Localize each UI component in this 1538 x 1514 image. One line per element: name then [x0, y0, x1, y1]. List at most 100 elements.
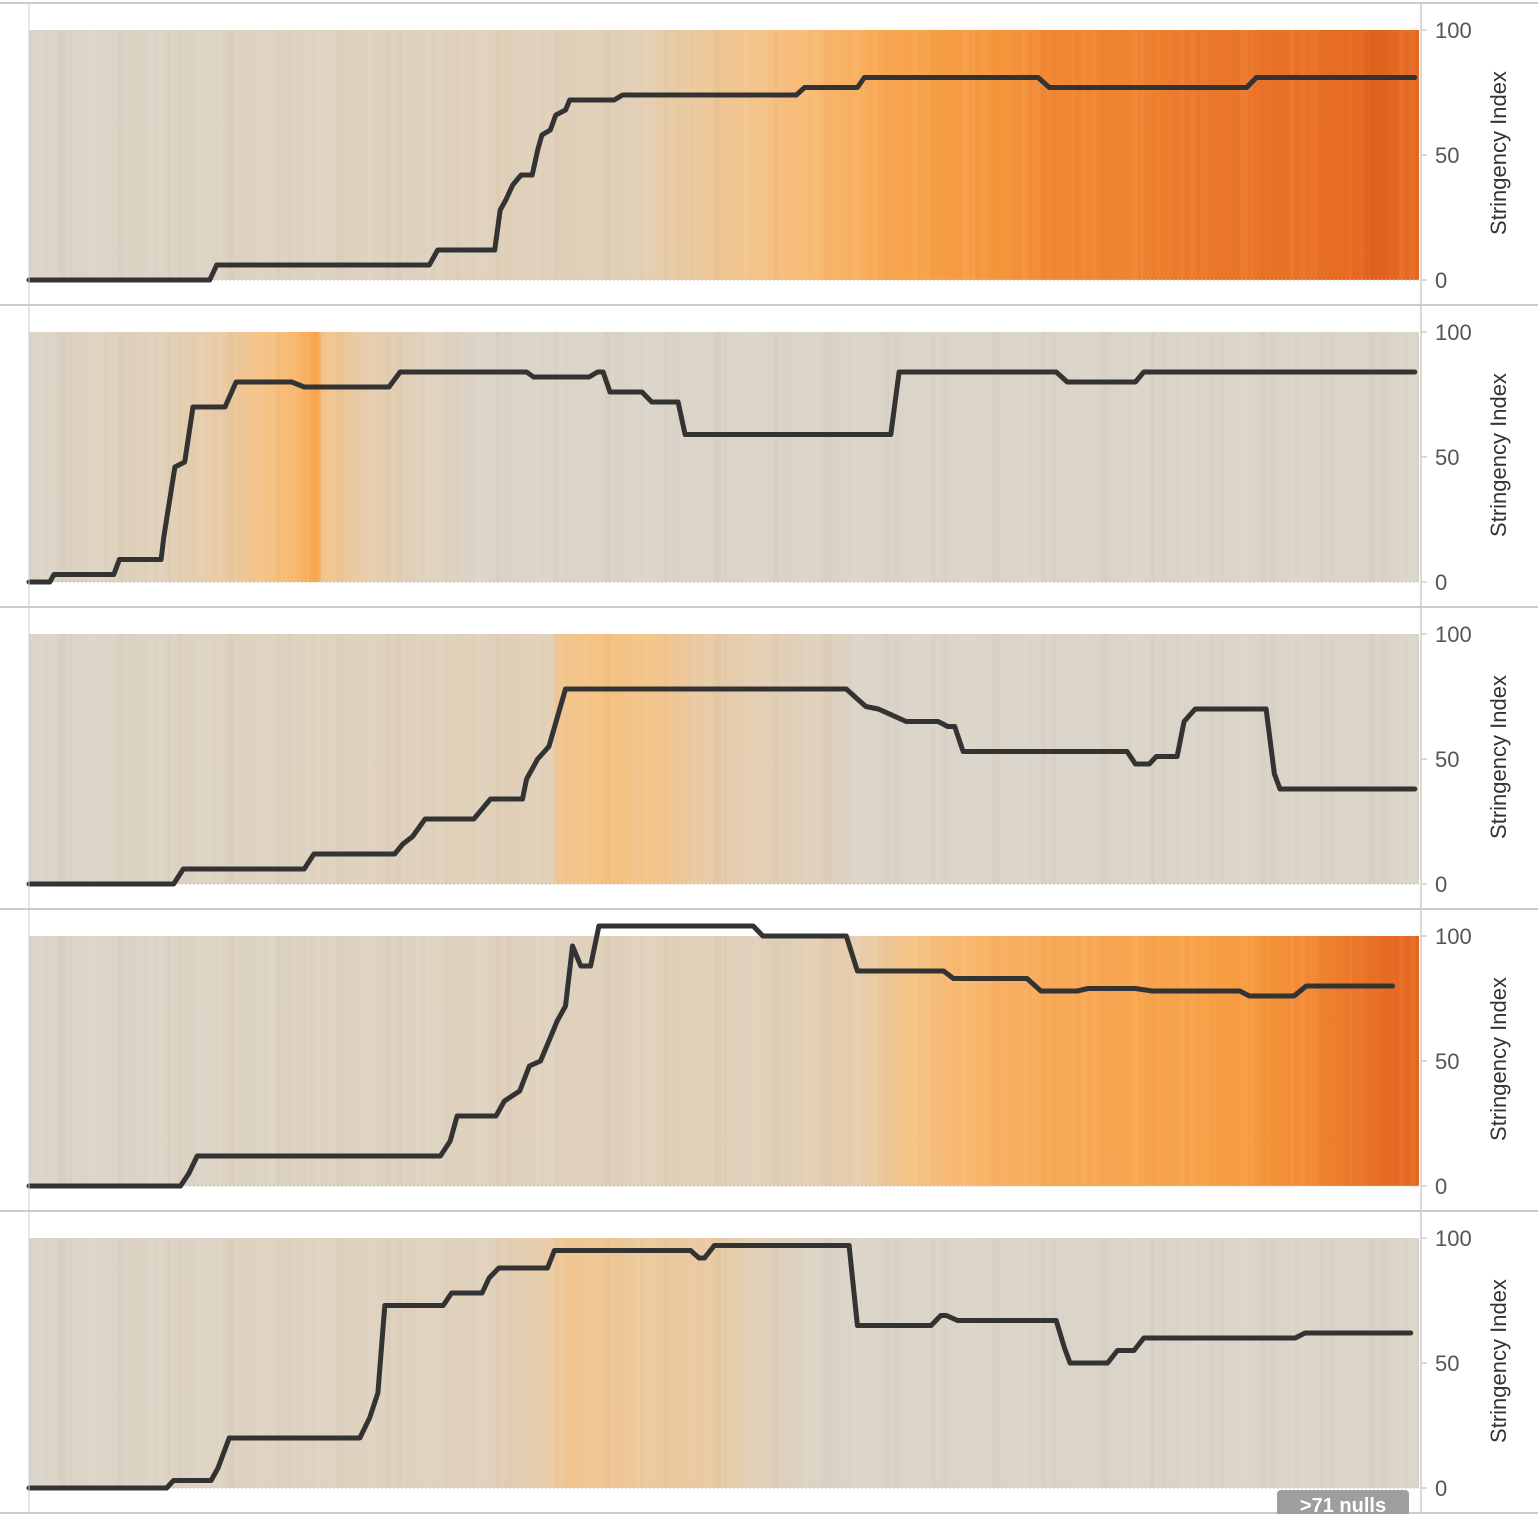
- heat-stripe: [197, 634, 206, 884]
- heat-stripe: [784, 936, 791, 1186]
- heat-stripe: [475, 634, 484, 884]
- heat-stripe: [1180, 634, 1184, 884]
- heat-stripe: [197, 936, 206, 1186]
- heat-stripe: [1260, 1238, 1265, 1488]
- heat-stripe: [625, 30, 628, 280]
- heat-stripe: [803, 1238, 808, 1488]
- heat-stripe: [585, 936, 587, 1186]
- heat-stripe: [327, 936, 333, 1186]
- heat-stripe: [377, 332, 379, 582]
- heat-stripe: [1409, 30, 1417, 280]
- heat-stripe: [69, 30, 72, 280]
- heat-stripe: [148, 936, 154, 1186]
- heat-stripe: [535, 332, 542, 582]
- stringency-line[interactable]: [26, 369, 1418, 585]
- heat-stripe: [1260, 634, 1265, 884]
- heat-stripe: [784, 332, 791, 582]
- heat-stripe: [605, 1238, 611, 1488]
- heat-stripe: [863, 30, 865, 280]
- heat-stripe: [1349, 634, 1352, 884]
- heat-stripe: [655, 634, 657, 884]
- heat-stripe: [277, 1238, 280, 1488]
- heat-stripe: [1042, 634, 1045, 884]
- heat-stripe: [1141, 332, 1143, 582]
- stringency-line[interactable]: [26, 686, 1418, 887]
- heat-stripe: [1250, 1238, 1253, 1488]
- y-axis-title: Stringency Index: [1486, 675, 1511, 839]
- heat-stripe: [118, 1238, 124, 1488]
- heat-stripe: [1409, 634, 1417, 884]
- heat-stripe: [1270, 936, 1277, 1186]
- heat-stripe: [1190, 332, 1196, 582]
- heat-stripe: [366, 1238, 374, 1488]
- heat-stripe: [555, 332, 558, 582]
- null-badge-label[interactable]: >71 nulls: [1300, 1495, 1386, 1514]
- heat-stripe: [893, 30, 901, 280]
- heat-stripe: [316, 30, 321, 280]
- heat-stripe: [316, 1238, 321, 1488]
- stringency-line[interactable]: [26, 923, 1396, 1189]
- heat-stripe: [168, 30, 170, 280]
- heat-stripe: [863, 1238, 865, 1488]
- heat-stripe: [1289, 1238, 1294, 1488]
- y-axis-title: Stringency Index: [1486, 373, 1511, 537]
- heat-stripe: [88, 1238, 96, 1488]
- heat-stripe: [108, 634, 112, 884]
- heat-stripe: [823, 936, 831, 1186]
- heat-stripe: [1359, 30, 1363, 280]
- heat-stripe: [267, 634, 275, 884]
- heat-stripe: [366, 332, 374, 582]
- heat-stripe: [1081, 30, 1086, 280]
- heat-stripe: [168, 332, 170, 582]
- heat-stripe: [416, 332, 420, 582]
- heat-stripe: [38, 936, 43, 1186]
- null-values-badge[interactable]: >71 nulls: [1277, 1490, 1409, 1514]
- heat-stripe: [565, 1238, 570, 1488]
- heat-stripe: [49, 1238, 55, 1488]
- heat-stripe: [743, 1238, 750, 1488]
- heat-stripe: [98, 634, 101, 884]
- heat-stripe: [516, 30, 518, 280]
- heat-stripe: [1131, 30, 1139, 280]
- heat-stripe: [764, 1238, 767, 1488]
- heat-stripe: [168, 1238, 170, 1488]
- heat-stripe: [366, 30, 374, 280]
- heat-stripe: [1032, 936, 1040, 1186]
- heat-stripe: [158, 936, 165, 1186]
- heat-stripe: [923, 30, 930, 280]
- heat-stripe: [426, 332, 432, 582]
- heat-stripe: [327, 30, 333, 280]
- heat-stripe: [724, 30, 726, 280]
- heat-stripe: [634, 936, 640, 1186]
- heat-stripe: [813, 332, 819, 582]
- heat-stripe: [1330, 30, 1335, 280]
- heat-stripe: [1299, 332, 1306, 582]
- heat-stripe: [197, 1238, 206, 1488]
- heat-stripe: [148, 332, 154, 582]
- heat-stripe: [1240, 1238, 1249, 1488]
- heat-stripe: [1111, 936, 1114, 1186]
- heat-stripe: [456, 1238, 460, 1488]
- heat-stripe: [1299, 1238, 1306, 1488]
- heat-stripe: [714, 1238, 721, 1488]
- heat-stripe: [1052, 30, 1057, 280]
- y-tick-label: 0: [1435, 872, 1447, 897]
- heat-stripe: [1101, 30, 1109, 280]
- heat-stripe: [178, 332, 182, 582]
- heat-stripe: [1359, 634, 1363, 884]
- heat-stripe: [496, 1238, 501, 1488]
- heat-stripe: [316, 634, 321, 884]
- heat-stripe: [753, 30, 762, 280]
- stringency-line[interactable]: [26, 75, 1418, 283]
- heat-stripe: [853, 332, 861, 582]
- stringency-line[interactable]: [26, 1243, 1414, 1491]
- heat-stripe: [98, 332, 101, 582]
- heat-stripe: [1021, 1238, 1028, 1488]
- heat-stripe: [1399, 30, 1405, 280]
- heat-stripe: [238, 936, 240, 1186]
- heat-stripe: [724, 332, 726, 582]
- heat-stripe: [59, 936, 67, 1186]
- heat-stripe: [1141, 30, 1143, 280]
- heat-stripe: [238, 332, 240, 582]
- null-badge-background[interactable]: [1277, 1490, 1409, 1514]
